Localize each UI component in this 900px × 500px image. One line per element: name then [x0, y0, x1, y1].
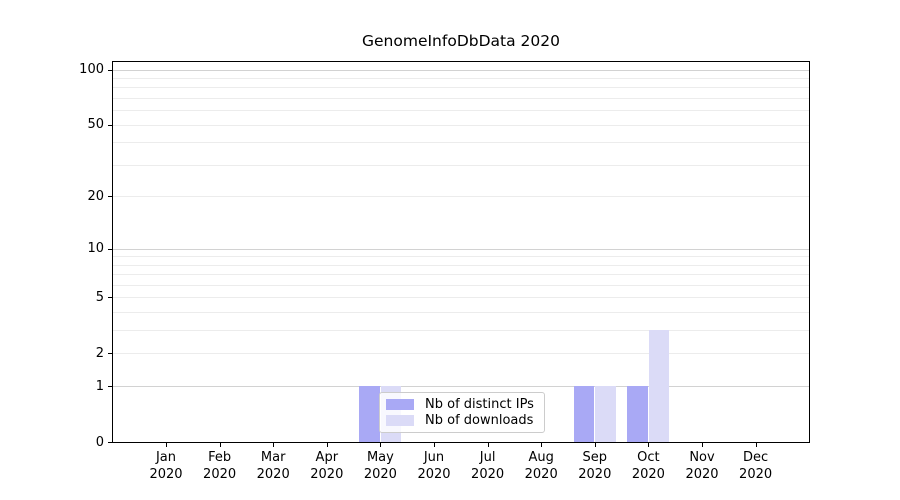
- y-tick: [108, 442, 112, 443]
- x-tick-year: 2020: [631, 466, 665, 482]
- x-tick-year: 2020: [149, 466, 183, 482]
- gridline-minor: [113, 274, 809, 276]
- x-tick-label: Oct 2020: [616, 450, 680, 483]
- gridline-major: [113, 248, 809, 250]
- bar-downloads: [648, 330, 670, 442]
- x-tick: [541, 442, 543, 447]
- gridline-minor: [113, 285, 809, 286]
- x-tick-year: 2020: [417, 466, 451, 482]
- x-tick: [487, 442, 489, 447]
- x-tick-month: Mar: [260, 450, 286, 465]
- legend-item-distinct-ips: Nb of distinct IPs: [386, 398, 538, 411]
- x-tick-year: 2020: [471, 466, 505, 482]
- x-tick-year: 2020: [685, 466, 719, 482]
- x-tick-month: Sep: [582, 450, 608, 465]
- gridline-minor: [113, 264, 809, 266]
- y-tick: [108, 248, 112, 250]
- x-tick-year: 2020: [310, 466, 344, 482]
- legend-item-downloads: Nb of downloads: [386, 414, 538, 427]
- x-tick: [380, 442, 382, 447]
- y-tick: [108, 297, 112, 299]
- x-tick-month: Nov: [689, 450, 715, 465]
- x-tick-month: Feb: [208, 450, 232, 465]
- x-tick: [594, 442, 596, 447]
- legend-label-distinct-ips: Nb of distinct IPs: [425, 397, 534, 412]
- legend-label-downloads: Nb of downloads: [425, 413, 534, 428]
- gridline-minor: [113, 196, 809, 198]
- y-tick: [108, 386, 112, 388]
- bar-downloads: [595, 386, 616, 442]
- gridline-minor: [113, 78, 809, 79]
- y-tick-label: 100: [79, 62, 104, 78]
- gridline-minor: [113, 124, 809, 126]
- gridline-minor: [113, 98, 809, 99]
- legend: Nb of distinct IPs Nb of downloads: [379, 392, 545, 433]
- x-tick-label: Feb 2020: [188, 450, 252, 483]
- bar-distinct-ips: [627, 386, 648, 442]
- x-tick-label: Dec 2020: [724, 450, 788, 483]
- gridline-minor: [113, 312, 809, 314]
- bar-distinct-ips: [359, 386, 380, 442]
- x-tick-year: 2020: [203, 466, 237, 482]
- x-tick-label: Jul 2020: [456, 450, 520, 483]
- x-tick-year: 2020: [363, 466, 397, 482]
- x-tick-label: Mar 2020: [241, 450, 305, 483]
- x-tick-month: Aug: [528, 450, 554, 465]
- x-tick-label: Jan 2020: [134, 450, 198, 483]
- x-tick-month: Jan: [155, 450, 177, 465]
- x-tick: [219, 442, 221, 447]
- y-tick: [108, 124, 112, 126]
- x-tick-label: Apr 2020: [295, 450, 359, 483]
- gridline-minor: [113, 87, 809, 89]
- chart-title: GenomeInfoDbData 2020: [362, 32, 560, 50]
- x-tick: [755, 442, 757, 447]
- y-tick-label: 0: [95, 434, 104, 450]
- legend-swatch-distinct-ips: [386, 399, 414, 410]
- plot-area: Jan 2020 Feb 2020 Mar 2020 Apr 2020 May 2020 Jun 20…: [79, 61, 810, 482]
- legend-swatch-downloads: [386, 415, 414, 426]
- x-tick: [326, 442, 328, 447]
- x-tick: [702, 442, 703, 447]
- x-tick-year: 2020: [256, 466, 290, 482]
- x-tick-month: Oct: [637, 450, 660, 465]
- gridline-minor: [113, 164, 809, 166]
- y-tick-label: 1: [95, 378, 104, 394]
- x-tick-label: Aug 2020: [509, 450, 573, 483]
- x-tick: [648, 442, 650, 447]
- x-tick-year: 2020: [739, 466, 773, 482]
- gridline-minor: [113, 297, 809, 299]
- x-tick-year: 2020: [524, 466, 558, 482]
- x-tick-label: May 2020: [348, 450, 412, 483]
- x-tick: [166, 442, 167, 447]
- gridline-minor: [113, 353, 809, 355]
- x-tick-label: Jun 2020: [402, 450, 466, 483]
- x-tick-month: Jul: [479, 450, 496, 465]
- gridline-minor: [113, 256, 809, 258]
- x-tick-label: Nov 2020: [670, 450, 734, 483]
- y-tick-label: 2: [95, 345, 104, 361]
- gridline-minor: [113, 330, 809, 332]
- x-tick-month: May: [366, 450, 394, 465]
- y-tick-label: 5: [95, 289, 104, 305]
- gridline-major: [113, 386, 809, 388]
- y-tick: [108, 353, 112, 355]
- gridline-minor: [113, 142, 809, 144]
- x-tick: [434, 442, 435, 447]
- x-tick-month: Apr: [315, 450, 339, 465]
- y-tick: [108, 196, 112, 198]
- x-tick: [273, 442, 275, 447]
- y-tick-label: 50: [87, 117, 104, 133]
- bar-distinct-ips: [573, 386, 595, 442]
- gridline-minor: [113, 110, 809, 112]
- gridline-major: [113, 69, 809, 71]
- x-tick-year: 2020: [578, 466, 612, 482]
- y-tick-label: 10: [87, 241, 104, 256]
- x-tick-month: Jun: [423, 450, 445, 465]
- y-tick-label: 20: [87, 188, 104, 204]
- x-tick-label: Sep 2020: [563, 450, 627, 483]
- x-tick-month: Dec: [743, 450, 769, 465]
- y-tick: [108, 69, 112, 71]
